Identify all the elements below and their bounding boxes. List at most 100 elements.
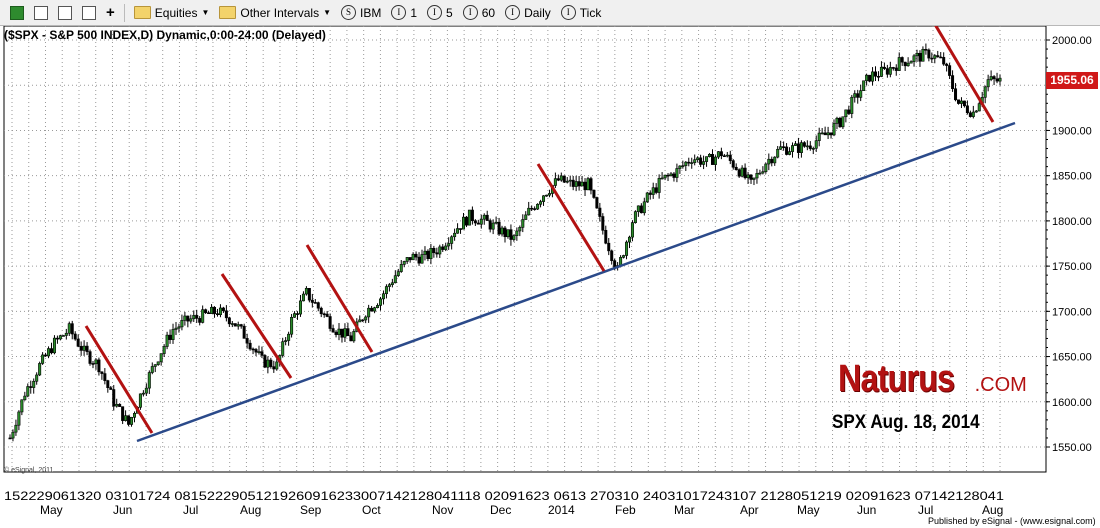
interval-tick-button[interactable]: I Tick: [557, 3, 606, 22]
candle-body: [645, 192, 649, 203]
candle-body: [500, 227, 504, 235]
candle-body: [945, 63, 949, 66]
candle-body: [684, 161, 688, 166]
candle-body: [853, 93, 857, 98]
candle-body: [236, 324, 240, 327]
candle-body: [364, 316, 368, 321]
candle-body: [334, 331, 338, 335]
candle-body: [942, 57, 946, 65]
other-intervals-menu[interactable]: Other Intervals ▼: [215, 4, 335, 22]
candle-body: [882, 66, 886, 69]
candle-body: [88, 351, 92, 364]
candle-body: [954, 88, 958, 101]
published-by-text: Published by eSignal - (www.esignal.com): [928, 516, 1096, 526]
candle-body: [743, 167, 747, 179]
candle-body: [559, 175, 563, 181]
candle-body: [476, 222, 480, 225]
candle-body: [627, 236, 631, 243]
candle-body: [245, 338, 249, 344]
interval-60-button[interactable]: I 60: [459, 3, 499, 22]
candle-body: [370, 307, 374, 312]
candle-body: [678, 165, 682, 169]
candle-body: [115, 403, 119, 407]
candle-body: [307, 288, 311, 301]
candle-body: [959, 100, 963, 104]
interval-daily-button[interactable]: I Daily: [501, 3, 555, 22]
candle-body: [764, 163, 768, 172]
candle-body: [544, 194, 548, 197]
copy-icon[interactable]: [54, 4, 76, 22]
candle-body: [977, 103, 981, 112]
candle-body: [456, 228, 460, 234]
price-chart[interactable]: 2000.001950.001900.001850.001800.001750.…: [0, 26, 1100, 528]
candle-body: [168, 334, 172, 340]
candle-body: [699, 157, 703, 165]
equities-menu[interactable]: Equities ▼: [130, 4, 214, 22]
candle-body: [14, 424, 18, 433]
candle-body: [41, 354, 45, 364]
candle-body: [776, 148, 780, 158]
candle-body: [974, 110, 978, 113]
candle-body: [204, 309, 208, 314]
candle-body: [322, 313, 326, 316]
interval-icon: I: [391, 5, 407, 20]
candle-body: [633, 211, 637, 224]
candle-body: [441, 246, 445, 250]
candle-body: [607, 242, 611, 252]
candle-body: [598, 207, 602, 217]
candle-body: [67, 323, 71, 334]
candle-body: [313, 302, 317, 304]
candle-body: [995, 78, 999, 82]
candle-body: [266, 359, 270, 368]
candle-body: [55, 337, 59, 340]
candle-body: [165, 334, 169, 347]
candle-body: [284, 340, 288, 342]
candle-body: [221, 307, 225, 312]
month-label: Aug: [982, 503, 1003, 517]
candle-body: [838, 117, 842, 128]
candle-body: [562, 175, 566, 183]
candle-body: [281, 341, 285, 356]
candle-body: [951, 75, 955, 90]
candle-body: [524, 214, 528, 220]
candle-body: [737, 169, 741, 177]
candle-body: [35, 374, 39, 382]
candle-body: [897, 57, 901, 71]
chart-info-header: ($SPX - S&P 500 INDEX,D) Dynamic,0:00-24…: [4, 28, 326, 42]
grid-icon[interactable]: [30, 4, 52, 22]
symbol-ibm-button[interactable]: S IBM: [337, 3, 385, 22]
candle-body: [841, 116, 845, 128]
month-label: Oct: [362, 503, 381, 517]
candle-body: [361, 319, 365, 322]
candle-body: [580, 181, 584, 187]
chart-type-icon[interactable]: [6, 4, 28, 22]
candle-body: [376, 305, 380, 309]
candle-body: [746, 174, 750, 179]
candle-body: [533, 208, 537, 210]
settings-icon[interactable]: [78, 4, 100, 22]
candle-body: [106, 380, 110, 388]
candle-body: [301, 293, 305, 302]
candle-body: [349, 335, 353, 342]
chart-caption: SPX Aug. 18, 2014: [832, 412, 980, 433]
candle-body: [432, 248, 436, 254]
candle-body: [319, 307, 323, 315]
add-icon[interactable]: +: [106, 4, 115, 21]
candle-body: [708, 153, 712, 157]
candle-body: [734, 166, 738, 171]
candle-body: [912, 55, 916, 62]
y-tick-label: 1700.00: [1052, 306, 1092, 318]
candle-body: [453, 232, 457, 238]
candle-body: [473, 220, 477, 224]
interval-icon: I: [560, 5, 576, 20]
candle-body: [657, 178, 661, 193]
last-price-tag: 1955.06: [1046, 72, 1098, 89]
candle-body: [275, 361, 279, 370]
candle-body: [604, 229, 608, 244]
candle-body: [198, 318, 202, 323]
candle-body: [992, 76, 996, 80]
candle-body: [150, 366, 154, 373]
